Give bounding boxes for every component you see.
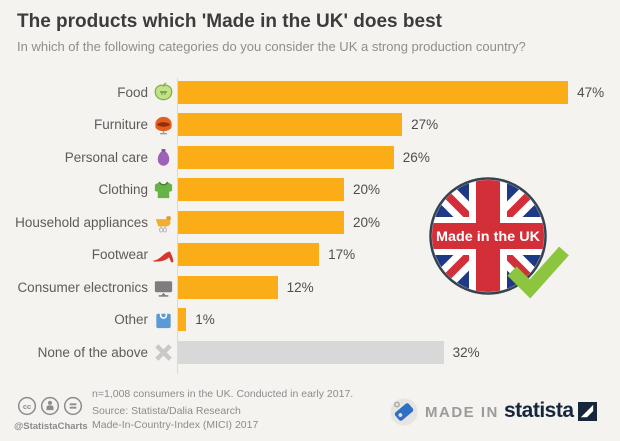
chart-row: Furniture 27% [0,109,620,142]
badge-label: Made in the UK [436,229,540,244]
bar-track: 20% [178,210,620,234]
bar [178,275,278,299]
bar-track: 47% [178,80,620,104]
bar [178,80,569,104]
category-label: Furniture [93,117,148,133]
chart-row: Food 47% [0,76,620,109]
category-label: Food [117,84,148,100]
bar-value-label: 1% [195,312,215,328]
chart-row: None of the above 32% [0,336,620,369]
bar-value-label: 20% [353,182,381,198]
chart-row: Footwear 17% [0,239,620,272]
chart-subtitle: In which of the following categories do … [17,39,526,54]
statista-mark-icon [577,401,597,421]
hand-mixer-icon [148,211,178,234]
armchair-icon [148,113,178,136]
bar-track: 26% [178,145,620,169]
bar-value-label: 27% [411,117,439,133]
bar [178,243,320,267]
category-label: None of the above [37,344,148,360]
high-heel-icon [148,243,178,267]
svg-text:cc: cc [23,402,31,411]
shopping-bag-icon [148,308,178,331]
apple-icon [148,81,178,104]
chart-row: Clothing 20% [0,174,620,207]
bar [178,145,394,169]
bar-track: 32% [178,340,620,364]
made-in-wordmark: MADE IN [425,403,499,421]
creative-commons-icons: cc [17,396,83,416]
bar-value-label: 17% [328,247,356,263]
category-label: Other [114,312,148,328]
source-line: Source: Statista/Dalia Research [92,405,241,417]
cc-icon: cc [17,396,37,416]
chart-row: Consumer electronics 12% [0,271,620,304]
category-label: Household appliances [15,214,148,230]
bar-chart: Food 47% Furniture 27% Personal care 26% Cloth… [0,76,620,369]
category-label: Clothing [98,182,148,198]
cc-nd-icon [63,396,83,416]
axis-line [177,78,178,374]
bar-track: 1% [178,308,620,332]
bar-track: 17% [178,243,620,267]
made-in-logo: MADE IN [388,396,499,428]
bar-track: 20% [178,178,620,202]
checkmark-icon [507,246,569,299]
page-title: The products which 'Made in the UK' does… [17,11,442,32]
source-line: Made-In-Country-Index (MICI) 2017 [92,418,259,431]
statista-logo: statista [504,399,597,423]
statista-charts-handle: @StatistaCharts [14,421,88,432]
chart-row: Other 1% [0,304,620,337]
bar [178,308,187,332]
chart-row: Personal care 26% [0,141,620,174]
made-in-uk-badge: Made in the UK [424,174,582,314]
union-jack-badge-icon: Made in the UK [429,177,569,299]
lotion-bottle-icon [148,146,178,169]
bar-track: 12% [178,275,620,299]
bar-track: 27% [178,113,620,137]
bar-value-label: 26% [402,149,430,165]
source-block: Source: Statista/Dalia Research Made-In-… [92,405,258,432]
x-icon [148,341,178,364]
bar [178,178,344,202]
survey-note: n=1,008 consumers in the UK. Conducted i… [92,388,354,400]
bar-value-label: 12% [286,279,314,295]
bar-value-label: 32% [452,344,480,360]
bar-value-label: 20% [353,214,381,230]
bar-rows: Food 47% Furniture 27% Personal care 26% Cloth… [0,76,620,369]
bar-value-label: 47% [577,84,605,100]
cc-by-icon [40,396,60,416]
category-label: Personal care [64,149,148,165]
category-label: Consumer electronics [17,279,148,295]
category-label: Footwear [91,247,148,263]
price-tag-icon [390,398,418,426]
sweater-icon [148,178,178,201]
tv-icon [148,276,178,299]
statista-wordmark: statista [504,399,574,422]
bar [178,340,444,364]
chart-row: Household appliances 20% [0,206,620,239]
bar [178,113,403,137]
bar [178,210,344,234]
